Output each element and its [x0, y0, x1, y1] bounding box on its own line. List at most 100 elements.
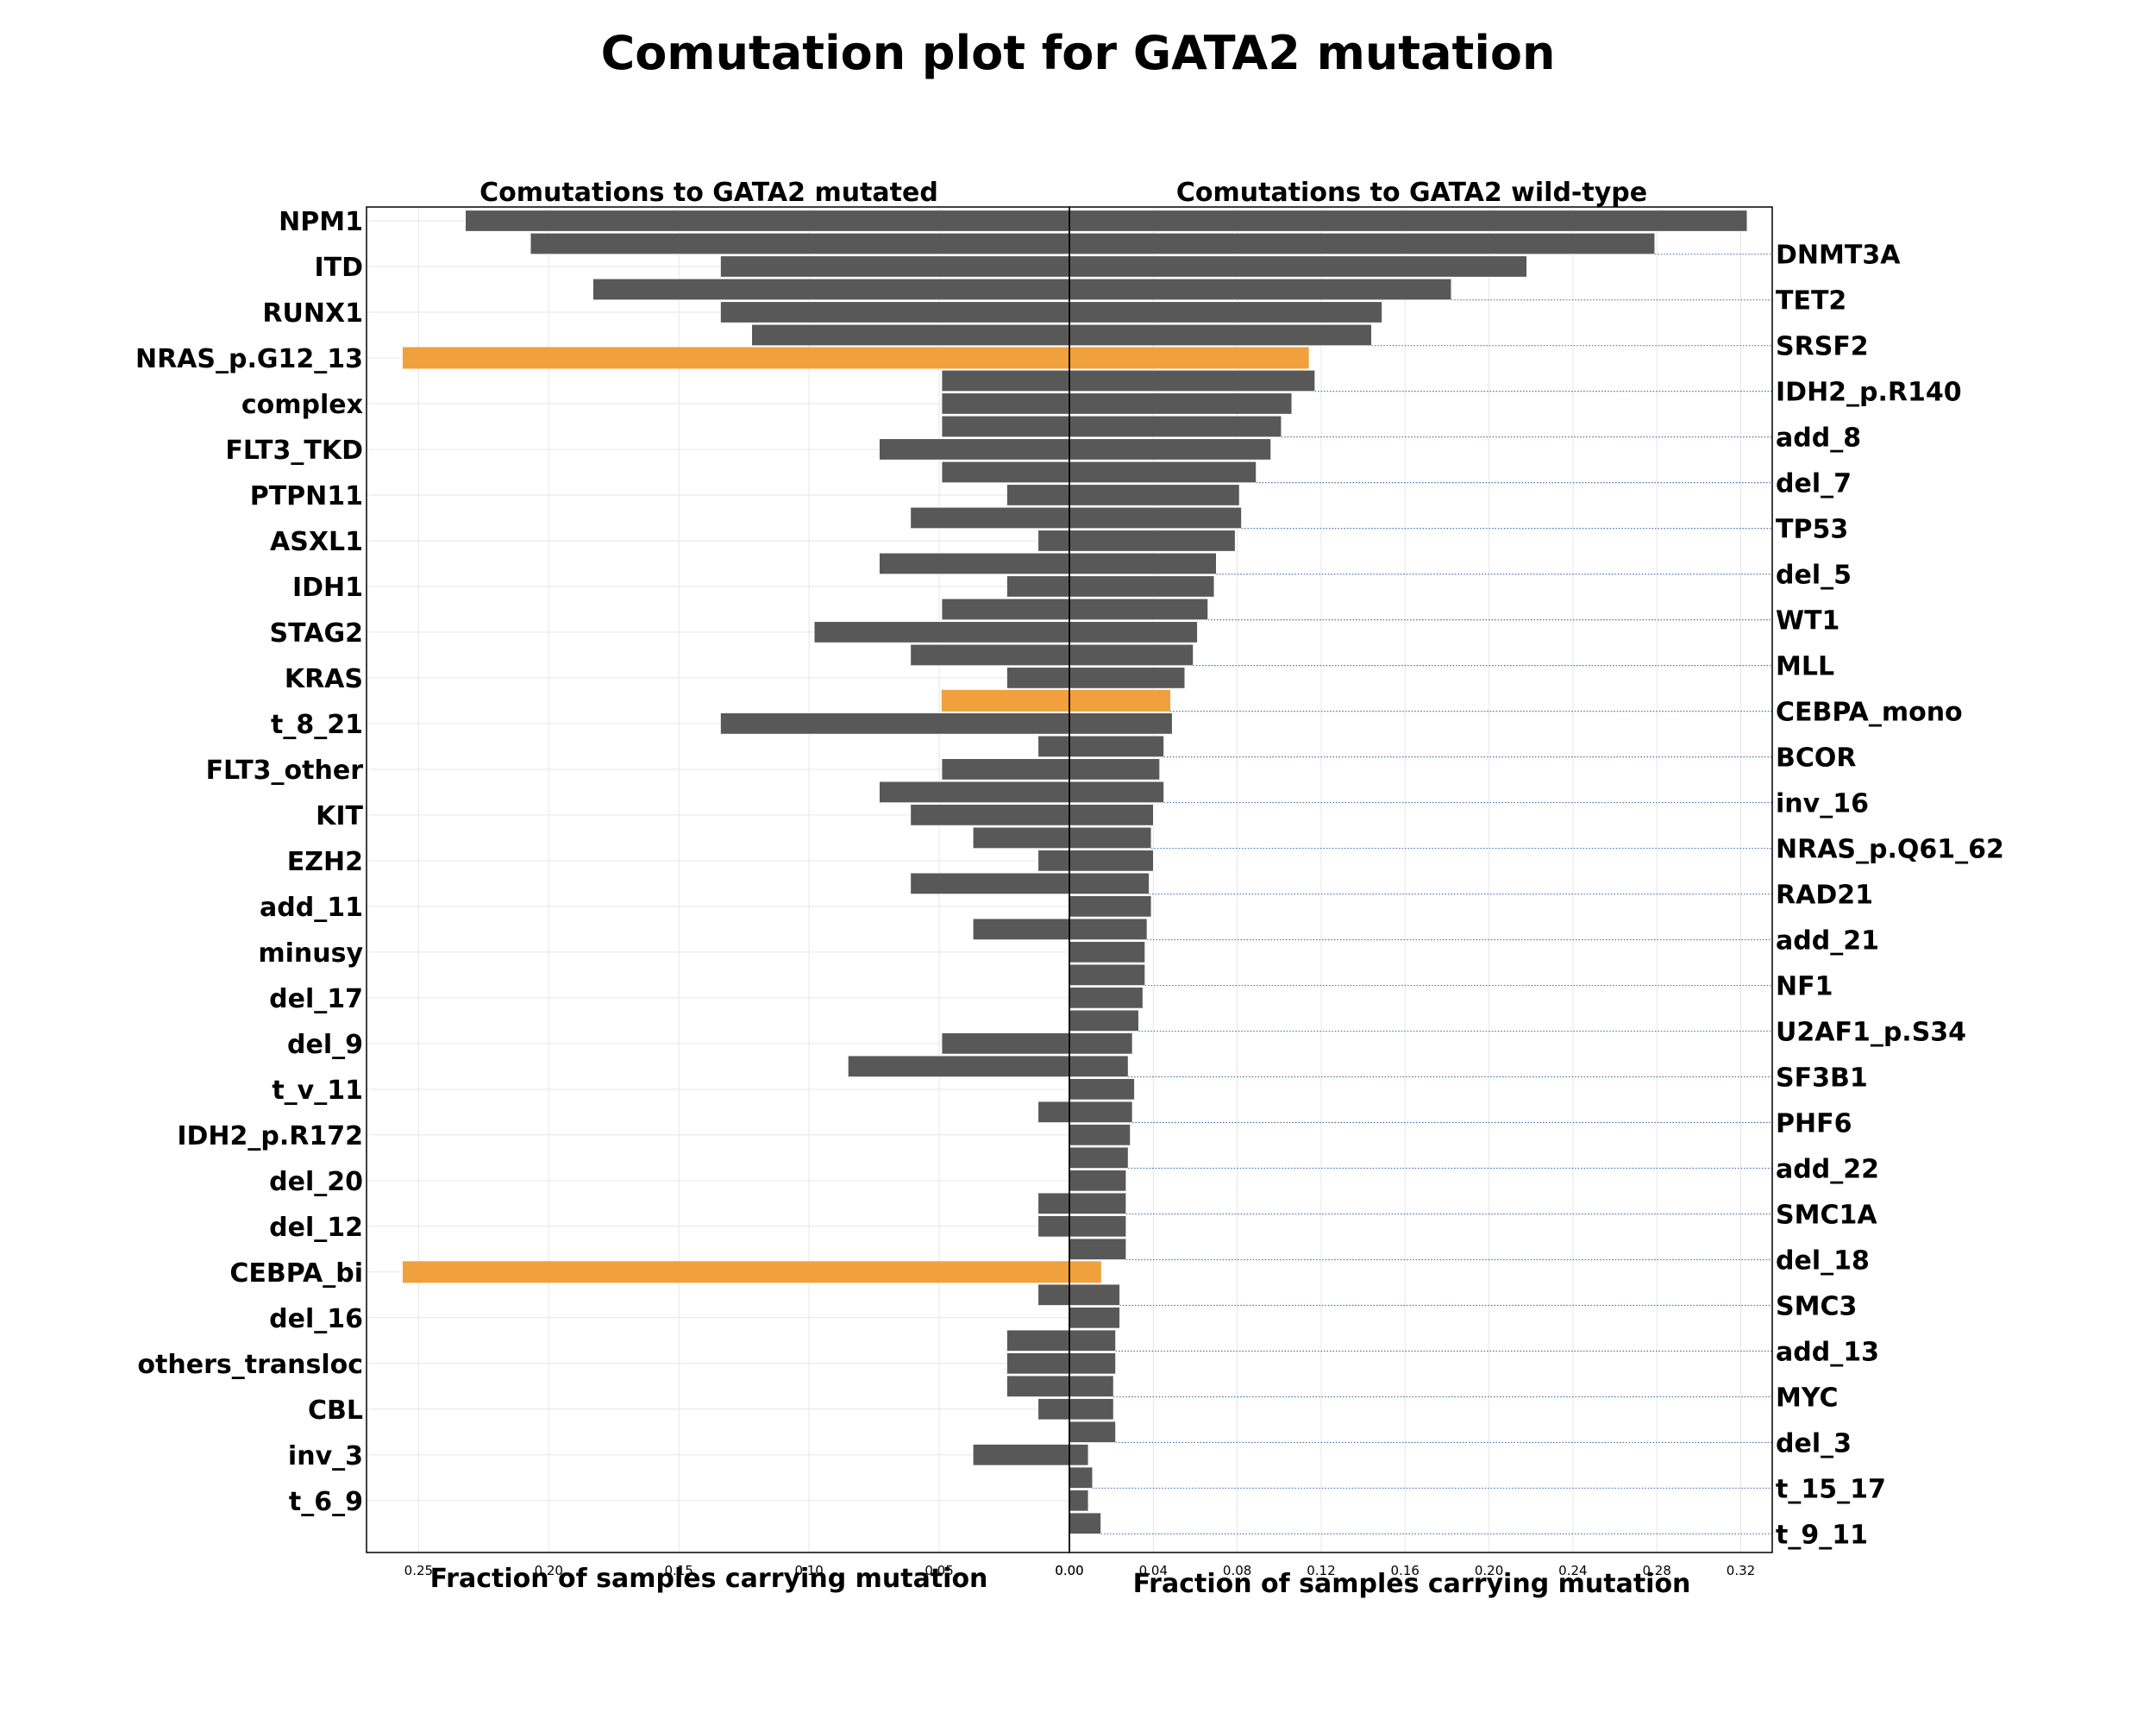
- right-category-label: PHF6: [1776, 1109, 1852, 1139]
- bar-mutated-TET2: [592, 278, 1070, 300]
- bar-mutated-SMC3: [1037, 1283, 1070, 1306]
- bar-wildtype-CEBPA_mono: [1069, 689, 1171, 712]
- bar-mutated-KIT: [910, 804, 1070, 826]
- bar-mutated-NRAS_p.G12_13: [402, 347, 1070, 369]
- right-category-label: IDH2_p.R140: [1776, 378, 1962, 408]
- bar-wildtype-KIT: [1069, 804, 1154, 826]
- left-category-label: IDH1: [292, 573, 363, 603]
- right-category-label: t_15_17: [1776, 1474, 1886, 1504]
- right-category-label: RAD21: [1776, 881, 1873, 911]
- left-category-label: STAG2: [270, 618, 363, 649]
- bar-mutated-SRSF2: [751, 323, 1070, 346]
- bar-wildtype-CEBPA_bi: [1069, 1261, 1101, 1283]
- right-category-label: del_5: [1776, 561, 1852, 591]
- left-x-tick-label: 0.10: [794, 1563, 823, 1578]
- left-category-label: del_12: [269, 1213, 363, 1243]
- bar-mutated-RUNX1: [720, 301, 1070, 323]
- bar-wildtype-NRAS_p.G12_13: [1069, 347, 1309, 369]
- bar-wildtype-IDH2_p.R140: [1069, 369, 1315, 392]
- bar-mutated-inv_3: [973, 1444, 1070, 1466]
- left-category-label: FLT3_TKD: [225, 436, 363, 466]
- left-x-tick-label: 0.15: [665, 1563, 693, 1578]
- right-category-label: SMC1A: [1776, 1201, 1877, 1231]
- bar-wildtype-WT1: [1069, 598, 1208, 620]
- left-category-label: CBL: [308, 1396, 363, 1426]
- bar-wildtype-del_16: [1069, 1307, 1120, 1329]
- bar-mutated-NPM1: [465, 210, 1070, 232]
- bar-wildtype-t_v_11: [1069, 1078, 1135, 1101]
- bar-wildtype-RUNX1: [1069, 301, 1382, 323]
- left-category-label: IDH2_p.R172: [177, 1121, 363, 1151]
- left-category-label: t_8_21: [271, 710, 363, 740]
- bar-wildtype-del_12: [1069, 1215, 1126, 1238]
- bar-mutated-others_transloc: [1006, 1352, 1070, 1375]
- bar-wildtype-add_21: [1069, 918, 1148, 940]
- bar-wildtype-EZH2: [1069, 850, 1154, 872]
- bar-mutated-STAG2: [813, 621, 1070, 643]
- right-axes-frame: [1069, 206, 1773, 1553]
- right-category-label: add_22: [1776, 1155, 1879, 1185]
- bar-wildtype-TP53: [1069, 506, 1242, 529]
- bar-wildtype-t_15_17: [1069, 1466, 1094, 1489]
- left-category-label: NPM1: [279, 207, 363, 237]
- bar-mutated-MLL: [910, 643, 1070, 666]
- bar-wildtype-del_3: [1069, 1421, 1116, 1443]
- bar-wildtype-MYC: [1069, 1375, 1114, 1397]
- bar-mutated-MYC: [1006, 1375, 1070, 1397]
- bar-wildtype-SMC1A: [1069, 1192, 1126, 1214]
- left-category-label: del_9: [287, 1030, 363, 1060]
- left-x-tick-label: 0.00: [1055, 1563, 1083, 1578]
- axes-frame: [366, 206, 1773, 1553]
- left-category-label: ASXL1: [270, 527, 363, 557]
- left-x-tick-label: 0.20: [535, 1563, 563, 1578]
- bar-wildtype-del_17: [1069, 987, 1144, 1009]
- right-category-label: add_8: [1776, 423, 1861, 454]
- bar-wildtype-TET2: [1069, 278, 1452, 300]
- bar-mutated-CEBPA_mono: [941, 689, 1070, 712]
- bar-wildtype-del_5: [1069, 552, 1217, 574]
- bar-mutated-KRAS: [1006, 667, 1070, 689]
- left-category-label: FLT3_other: [206, 756, 364, 786]
- bar-wildtype-PHF6: [1069, 1101, 1133, 1123]
- bar-wildtype-NF1: [1069, 963, 1145, 986]
- bar-wildtype-add_8: [1069, 415, 1282, 437]
- bar-mutated-CBL: [1037, 1398, 1070, 1421]
- bar-wildtype-U2AF1_p.S34: [1069, 1009, 1139, 1032]
- right-x-tick-label: 0.32: [1727, 1563, 1755, 1578]
- right-x-tick-label: 0.28: [1642, 1563, 1670, 1578]
- bar-mutated-t_8_21: [720, 712, 1070, 735]
- left-category-label: KIT: [316, 801, 363, 831]
- bar-mutated-IDH1: [1006, 575, 1070, 598]
- x-tick-labels: 0.25 0.20 0.15 0.10 0.05 0.00 0.04 0.08 0.12 0.16…: [404, 1563, 1756, 1578]
- bar-wildtype-t_9_11: [1069, 1512, 1101, 1534]
- bar-wildtype-complex: [1069, 392, 1293, 415]
- right-x-axis-label: Fraction of samples carrying mutation: [1133, 1569, 1691, 1599]
- right-category-label: del_3: [1776, 1428, 1852, 1458]
- left-category-label: PTPN11: [250, 481, 363, 511]
- bar-mutated-DNMT3A: [530, 233, 1070, 254]
- bar-wildtype-MLL: [1069, 643, 1194, 666]
- bar-mutated-inv_16: [879, 781, 1070, 803]
- right-x-tick-label: 0.16: [1391, 1563, 1420, 1578]
- right-x-tick-label: 0.20: [1475, 1563, 1503, 1578]
- bar-mutated-BCOR: [1037, 735, 1070, 757]
- bar-mutated-WT1: [941, 598, 1070, 620]
- bar-mutated-FLT3_TKD: [879, 438, 1070, 461]
- bar-wildtype-ITD: [1069, 255, 1527, 278]
- bar-mutated-CEBPA_bi: [402, 1261, 1070, 1283]
- right-category-label: NF1: [1776, 972, 1833, 1002]
- left-category-label: del_16: [269, 1304, 363, 1334]
- connector-lines: [1092, 254, 1772, 1535]
- bar-wildtype-PTPN11: [1069, 484, 1240, 506]
- bar-wildtype-del_9: [1069, 1032, 1133, 1055]
- left-panel-title: Comutations to GATA2 mutated: [479, 178, 938, 208]
- bar-wildtype-IDH1: [1069, 575, 1215, 598]
- bar-mutated-complex: [941, 392, 1070, 415]
- bar-wildtype-SF3B1: [1069, 1055, 1129, 1077]
- left-x-axis-label: Fraction of samples carrying mutation: [430, 1564, 988, 1594]
- bar-mutated-add_21: [973, 918, 1070, 940]
- right-category-label: WT1: [1776, 606, 1839, 637]
- left-category-label: others_transloc: [137, 1350, 363, 1380]
- right-x-tick-label: 0.08: [1223, 1563, 1251, 1578]
